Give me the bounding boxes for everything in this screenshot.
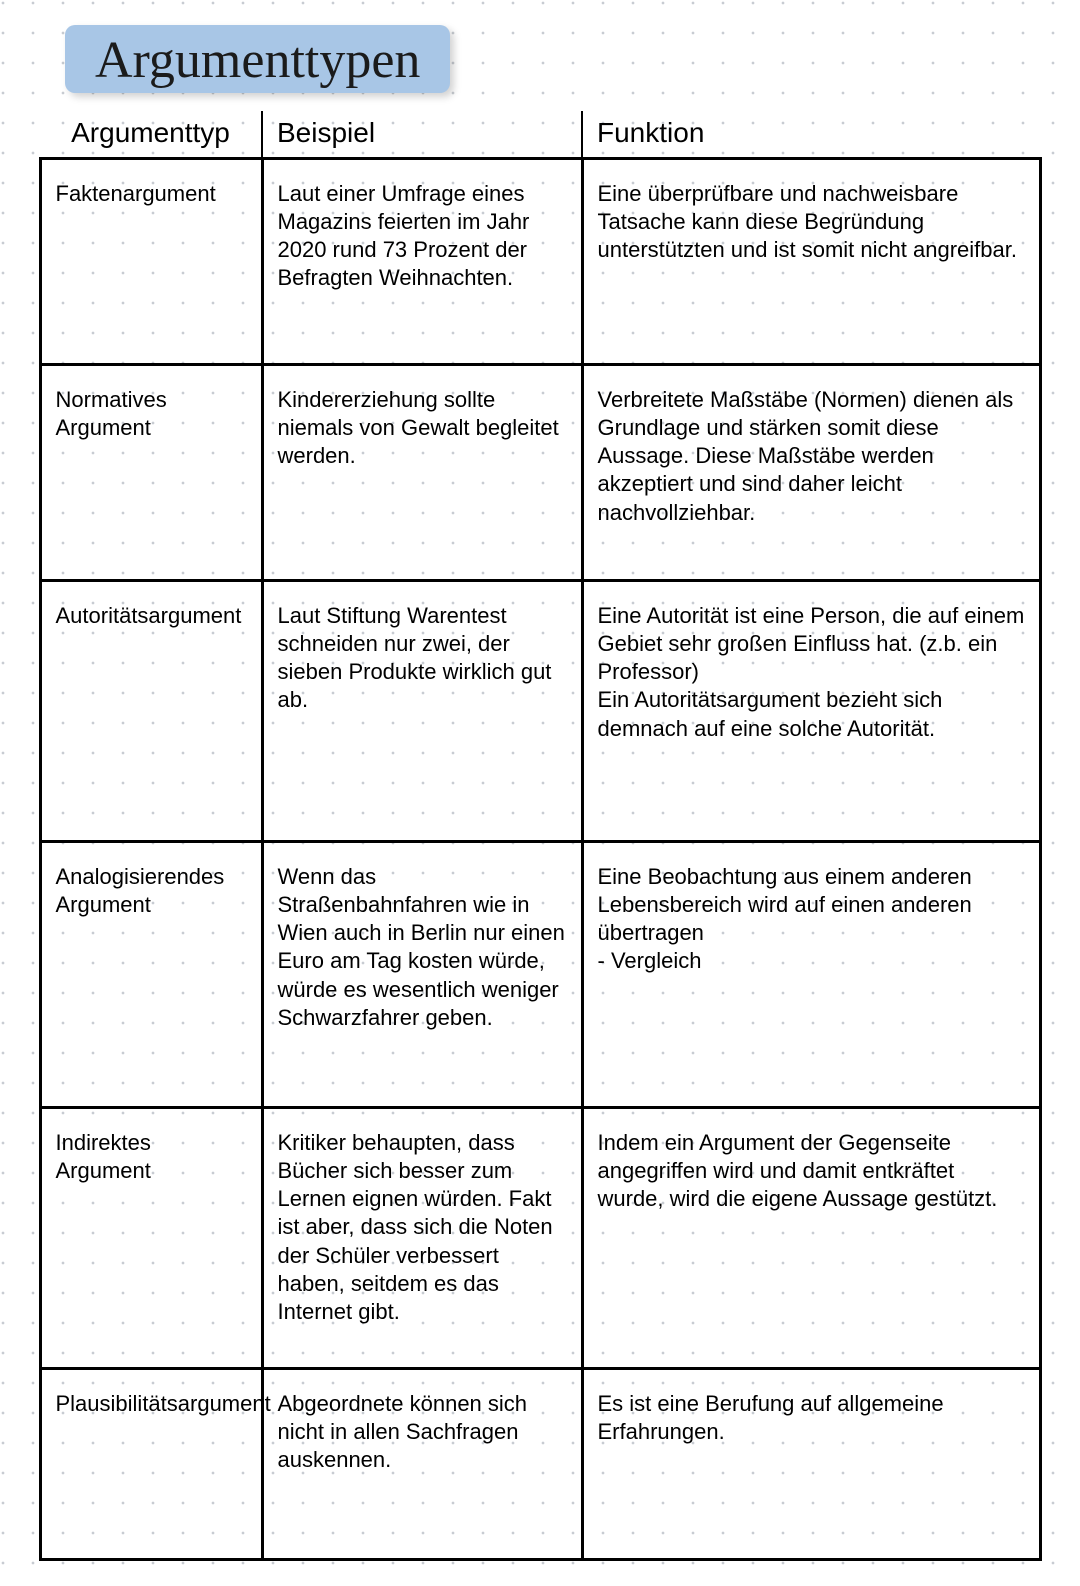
table-row: Normatives Argument Kindererziehung soll… bbox=[40, 365, 1040, 581]
page-root: Argumenttypen Argumenttyp Beispiel Funkt… bbox=[0, 0, 1080, 1586]
cell-example: Wenn das Straßenbahnfahren wie in Wien a… bbox=[262, 842, 582, 1108]
cell-function: Eine Autorität ist eine Person, die auf … bbox=[582, 581, 1040, 842]
header-beispiel: Beispiel bbox=[262, 111, 582, 159]
cell-type: Autoritätsargument bbox=[40, 581, 262, 842]
table-row: Plausibilitätsargument Abgeordnete könne… bbox=[40, 1369, 1040, 1560]
table-row: Indirektes Argument Kritiker behaupten, … bbox=[40, 1108, 1040, 1369]
cell-example: Kindererziehung sollte niemals von Gewal… bbox=[262, 365, 582, 581]
cell-type: Faktenargument bbox=[40, 159, 262, 365]
cell-example: Abgeordnete können sich nicht in allen S… bbox=[262, 1369, 582, 1560]
table-row: Analogisierendes Argument Wenn das Straß… bbox=[40, 842, 1040, 1108]
table-row: Faktenargument Laut einer Umfrage eines … bbox=[40, 159, 1040, 365]
cell-function: Eine Beobachtung aus einem anderen Leben… bbox=[582, 842, 1040, 1108]
cell-type: Analogisierendes Argument bbox=[40, 842, 262, 1108]
argument-table: Argumenttyp Beispiel Funktion Faktenargu… bbox=[39, 111, 1042, 1561]
cell-example: Laut einer Umfrage eines Magazins feiert… bbox=[262, 159, 582, 365]
cell-function: Es ist eine Berufung auf allgemeine Erfa… bbox=[582, 1369, 1040, 1560]
cell-type: Normatives Argument bbox=[40, 365, 262, 581]
cell-function: Verbreitete Maßstäbe (Normen) dienen als… bbox=[582, 365, 1040, 581]
header-argumenttyp: Argumenttyp bbox=[40, 111, 262, 159]
table-header-row: Argumenttyp Beispiel Funktion bbox=[40, 111, 1040, 159]
cell-function: Eine überprüfbare und nachweisbare Tatsa… bbox=[582, 159, 1040, 365]
cell-type: Plausibilitätsargument bbox=[40, 1369, 262, 1560]
table-row: Autoritätsargument Laut Stiftung Warente… bbox=[40, 581, 1040, 842]
header-funktion: Funktion bbox=[582, 111, 1040, 159]
cell-function: Indem ein Argument der Gegenseite angegr… bbox=[582, 1108, 1040, 1369]
cell-example: Kritiker behaupten, dass Bücher sich bes… bbox=[262, 1108, 582, 1369]
page-title-chip: Argumenttypen bbox=[65, 25, 450, 93]
cell-example: Laut Stiftung Warentest schneiden nur zw… bbox=[262, 581, 582, 842]
cell-type: Indirektes Argument bbox=[40, 1108, 262, 1369]
